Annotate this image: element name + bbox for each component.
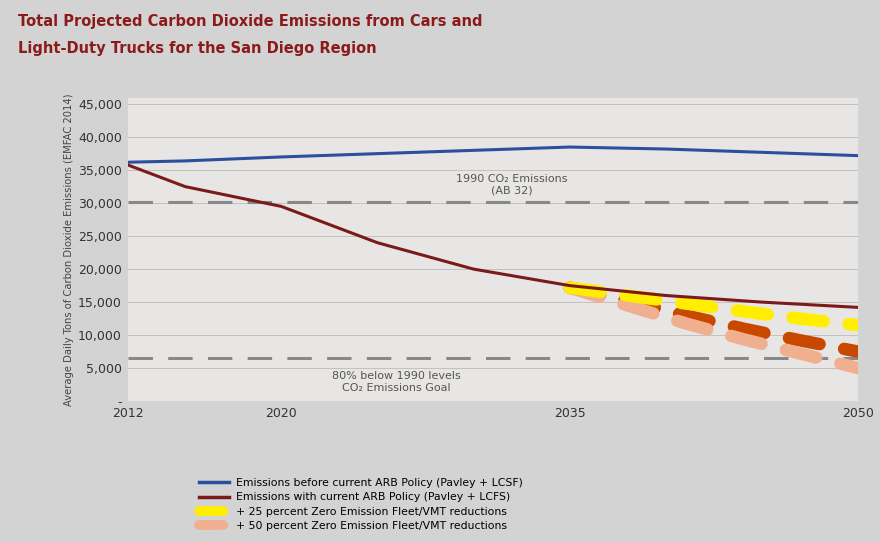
- Text: Total Projected Carbon Dioxide Emissions from Cars and: Total Projected Carbon Dioxide Emissions…: [18, 14, 482, 29]
- Text: 1990 CO₂ Emissions
(AB 32): 1990 CO₂ Emissions (AB 32): [456, 173, 568, 195]
- Legend: Emissions before current ARB Policy (Pavley + LCSF), Emissions with current ARB : Emissions before current ARB Policy (Pav…: [199, 478, 523, 531]
- Y-axis label: Average Daily Tons of Carbon Dioxide Emissions (EMFAC 2014): Average Daily Tons of Carbon Dioxide Emi…: [64, 93, 74, 405]
- Text: Light-Duty Trucks for the San Diego Region: Light-Duty Trucks for the San Diego Regi…: [18, 41, 377, 56]
- Text: 80% below 1990 levels
CO₂ Emissions Goal: 80% below 1990 levels CO₂ Emissions Goal: [333, 371, 461, 393]
